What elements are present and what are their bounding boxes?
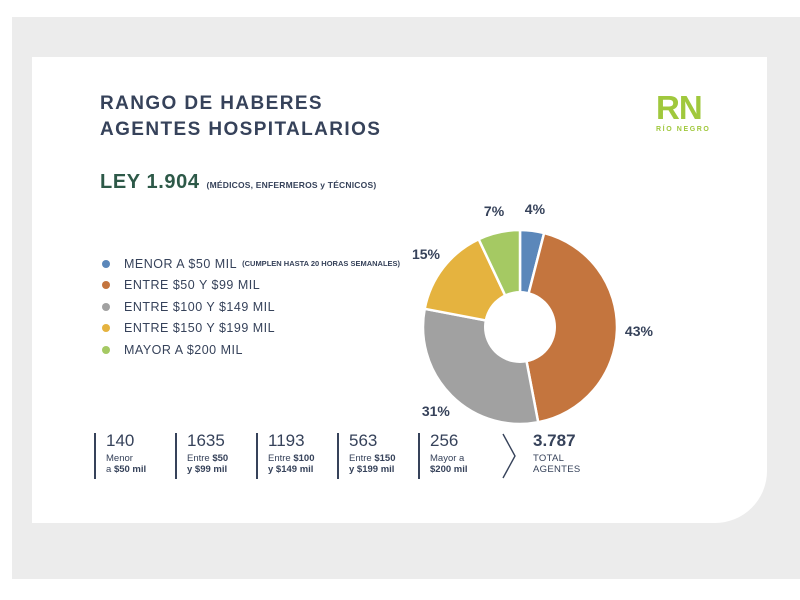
stat-column-4: 256 Mayor a $200 mil	[420, 431, 499, 481]
background-panel: RANGO DE HABERES AGENTES HOSPITALARIOS L…	[12, 17, 800, 579]
stat-divider	[175, 433, 177, 479]
stat-column-1: 1635 Entre $50 y $99 mil	[177, 431, 256, 481]
stat-label: Entre $100 y $149 mil	[268, 453, 315, 475]
stat-value: 140	[106, 431, 135, 450]
donut-slice-1	[518, 231, 619, 424]
slice-percent-label-2: 31%	[421, 403, 450, 420]
total-agents-label: TOTAL AGENTES	[533, 453, 581, 475]
rio-negro-logo: RN RÍO NEGRO	[656, 89, 760, 133]
legend-label: MAYOR A $200 MIL	[124, 342, 243, 357]
stat-column-3: 563 Entre $150 y $199 mil	[339, 431, 418, 481]
title-line-1: RANGO DE HABERES	[100, 93, 323, 114]
stat-column-total: 3.787 TOTAL AGENTES	[523, 431, 602, 481]
stat-value: 1635	[187, 431, 225, 450]
law-note: (MÉDICOS, ENFERMEROS y TÉCNICOS)	[206, 180, 377, 190]
rn-logo-monogram: RN	[656, 89, 703, 126]
stat-divider	[256, 433, 258, 479]
stat-label: Entre $50 y $99 mil	[187, 453, 229, 475]
stat-label: Mayor a $200 mil	[430, 453, 468, 475]
total-agents-value: 3.787	[533, 431, 576, 450]
stat-value: 256	[430, 431, 459, 450]
title-line-2: AGENTES HOSPITALARIOS	[100, 119, 382, 140]
infographic-card: RANGO DE HABERES AGENTES HOSPITALARIOS L…	[32, 57, 767, 523]
slice-percent-label-4: 7%	[483, 202, 505, 219]
stat-value: 563	[349, 431, 378, 450]
legend-color-dot	[102, 324, 110, 333]
donut-chart-svg	[421, 228, 619, 426]
legend-color-dot	[102, 302, 110, 311]
donut-hole	[484, 291, 556, 363]
stat-divider	[94, 433, 96, 479]
stats-row: 140 Menor a $50 mil 1635 Entre $50 y $99 mil 1…	[94, 431, 602, 481]
legend-label: ENTRE $100 Y $149 MIL	[124, 299, 276, 314]
chart-legend: MENOR A $50 MIL (CUMPLEN HASTA 20 HORAS S…	[102, 253, 400, 361]
slice-percent-label-3: 15%	[411, 246, 440, 263]
legend-color-dot	[102, 345, 110, 354]
law-label: LEY 1.904	[100, 171, 200, 193]
slice-percent-label-0: 4%	[524, 200, 546, 217]
legend-label: ENTRE $150 Y $199 MIL	[124, 321, 276, 336]
stat-column-0: 140 Menor a $50 mil	[96, 431, 175, 481]
stat-label: Menor a $50 mil	[106, 453, 147, 475]
legend-color-dot	[102, 281, 110, 290]
stat-value: 1193	[268, 431, 305, 450]
legend-item-2: ENTRE $100 Y $149 MIL	[102, 296, 400, 318]
page-title: RANGO DE HABERES AGENTES HOSPITALARIOS	[100, 91, 381, 143]
legend-item-1: ENTRE $50 Y $99 MIL	[102, 275, 400, 297]
stat-column-2: 1193 Entre $100 y $149 mil	[258, 431, 337, 481]
legend-label: MENOR A $50 MIL	[124, 256, 238, 271]
legend-item-3: ENTRE $150 Y $199 MIL	[102, 318, 400, 340]
stat-divider	[418, 433, 420, 479]
total-bracket-icon	[502, 433, 516, 479]
legend-color-dot	[102, 259, 110, 268]
law-subtitle: LEY 1.904 (MÉDICOS, ENFERMEROS y TÉCNICO…	[100, 171, 376, 194]
slice-percent-label-1: 43%	[624, 322, 653, 339]
stat-label: Entre $150 y $199 mil	[349, 453, 396, 475]
stat-divider	[337, 433, 339, 479]
rn-logo-caption: RÍO NEGRO	[656, 126, 711, 133]
legend-item-0: MENOR A $50 MIL (CUMPLEN HASTA 20 HORAS S…	[102, 253, 400, 275]
legend-note: (CUMPLEN HASTA 20 HORAS SEMANALES)	[242, 259, 401, 269]
donut-chart: 4% 43% 31% 15% 7%	[398, 190, 688, 460]
legend-label: ENTRE $50 Y $99 MIL	[124, 278, 261, 293]
legend-item-4: MAYOR A $200 MIL	[102, 339, 400, 361]
